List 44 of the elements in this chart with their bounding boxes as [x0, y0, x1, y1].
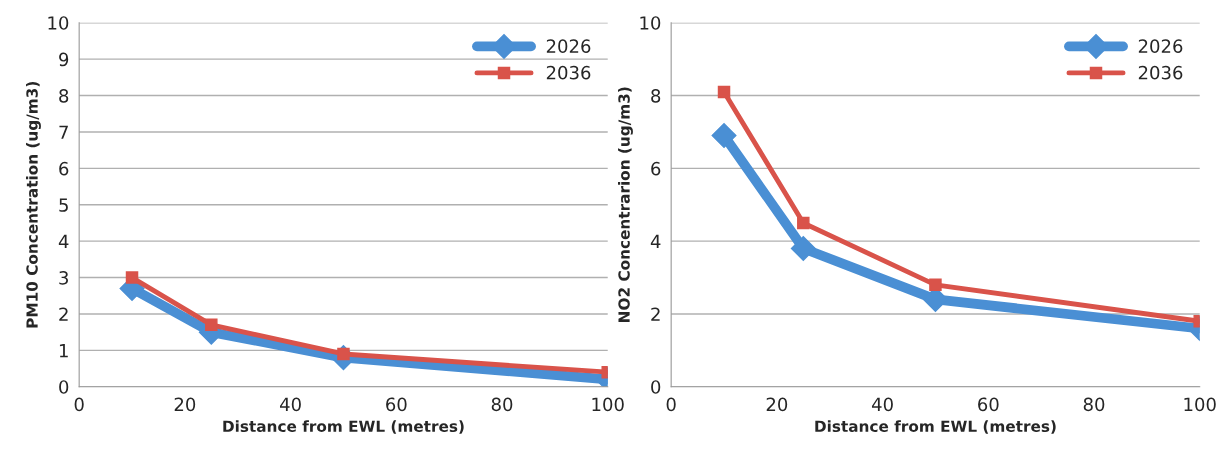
x-axis-title: Distance from EWL (metres): [815, 420, 1056, 434]
x-tick-label: 40: [279, 397, 301, 412]
y-tick-label: 3: [59, 271, 68, 285]
y-tick-label: 9: [59, 52, 69, 67]
y-tick-label: 0: [651, 380, 661, 394]
x-tick-label: 20: [174, 397, 196, 412]
y-axis-title: NO2 Concentrarion (ug/m3): [618, 87, 633, 322]
y-tick-label: 7: [59, 125, 68, 139]
point: [929, 278, 942, 292]
legend-label: 2026: [1138, 39, 1183, 53]
legend-label: 2036: [1138, 65, 1183, 80]
x-tick-label: 60: [978, 397, 999, 412]
point: [790, 235, 816, 261]
y-tick-label: 1: [59, 344, 68, 358]
y-tick-label: 4: [58, 234, 69, 249]
y-tick-label: 4: [650, 234, 661, 249]
point: [125, 271, 139, 284]
x-tick-label: 40: [871, 397, 893, 412]
point: [205, 318, 218, 332]
y-tick-label: 10: [48, 16, 69, 30]
point: [797, 216, 810, 230]
x-tick-label: 0: [666, 397, 676, 412]
x-tick-label: 100: [1184, 397, 1216, 412]
x-tick-label: 100: [592, 397, 624, 412]
x-tick-label: 20: [766, 397, 788, 412]
y-tick-label: 8: [651, 89, 661, 103]
y-tick-label: 10: [640, 16, 661, 30]
legend-label: 2026: [546, 39, 591, 53]
y-tick-label: 8: [59, 89, 69, 103]
y-tick-label: 2: [651, 307, 660, 321]
y-tick-label: 6: [59, 161, 69, 176]
y-tick-label: 0: [59, 380, 69, 394]
x-tick-label: 80: [491, 397, 513, 412]
point: [711, 123, 737, 149]
point: [717, 85, 731, 99]
y-tick-label: 5: [59, 198, 68, 212]
y-axis-title: PM10 Concentration (ug/m3): [26, 81, 41, 328]
y-tick-label: 2: [59, 307, 68, 321]
legend-label: 2036: [546, 65, 591, 80]
x-axis-title: Distance from EWL (metres): [223, 420, 464, 434]
x-tick-label: 0: [74, 397, 84, 412]
x-tick-label: 80: [1083, 397, 1105, 412]
x-tick-label: 60: [386, 397, 407, 412]
y-tick-label: 6: [651, 161, 661, 176]
